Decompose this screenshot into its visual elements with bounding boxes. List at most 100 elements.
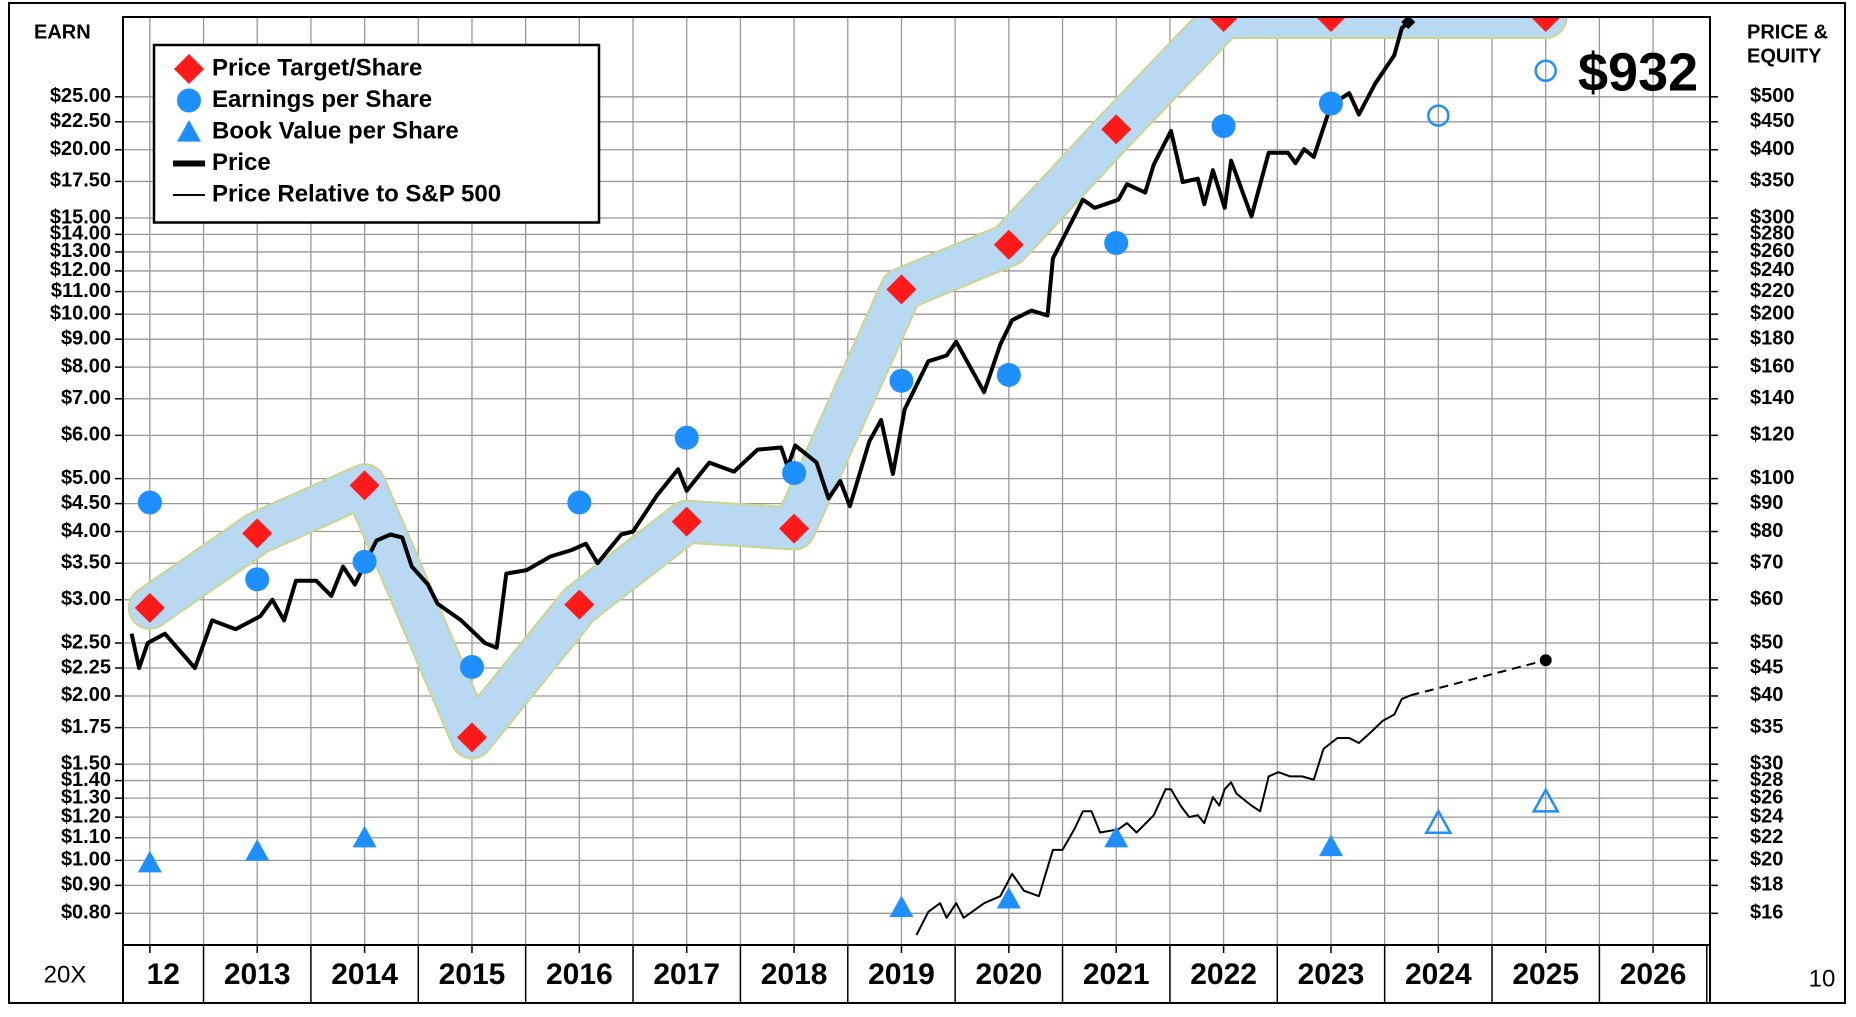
y-tick-label: $20.00 — [50, 138, 111, 160]
plot-border — [122, 16, 1711, 946]
legend-box — [152, 43, 601, 224]
y-tick-label: $1.30 — [61, 786, 111, 808]
diamond-marker — [886, 274, 917, 305]
x-tick-label: 2026 — [1620, 958, 1687, 991]
diamond-marker — [242, 518, 273, 549]
legend-swatch — [177, 120, 201, 142]
triangle-marker — [137, 850, 162, 873]
y2-tick-label: $30 — [1750, 752, 1783, 774]
x-tick-label: 2013 — [224, 958, 291, 991]
annotation: $932 — [1578, 42, 1698, 102]
y2-tick-label: $100 — [1750, 467, 1795, 489]
y2-tick-label: $140 — [1750, 387, 1795, 409]
circle-marker — [1211, 114, 1236, 139]
y2-tick-label: $24 — [1750, 805, 1784, 827]
projected-end-dot — [1539, 654, 1552, 667]
corner-label: 10 — [1809, 965, 1836, 992]
circle-marker — [674, 425, 699, 450]
y2-axis-label: EQUITY — [1747, 45, 1822, 67]
y2-tick-label: $16 — [1750, 902, 1783, 924]
legend-label: Price Relative to S&P 500 — [212, 180, 501, 207]
projected-circle — [1427, 104, 1450, 127]
projected-triangle — [1424, 808, 1453, 834]
x-tick-label: 2017 — [653, 958, 720, 991]
y2-tick-label: $400 — [1750, 138, 1795, 160]
y2-tick-label: $26 — [1750, 786, 1783, 808]
y-tick-label: $13.00 — [50, 240, 111, 262]
x-tick-label: 12 — [147, 958, 180, 991]
plot-area — [127, 17, 1568, 936]
y2-tick-label: $160 — [1750, 355, 1795, 377]
y-tick-label: $12.00 — [50, 259, 111, 281]
y2-tick-label: $260 — [1750, 240, 1795, 262]
triangle-marker — [1318, 834, 1343, 857]
price-end-marker — [1401, 17, 1416, 30]
axes: 12 2013 2014 2015 2016 2017 2018 2019 2020 2021 20… — [50, 85, 1795, 1003]
y2-tick-label: $300 — [1750, 206, 1795, 228]
y-tick-label: $1.00 — [61, 849, 111, 871]
circle-marker — [1318, 91, 1343, 116]
y2-tick-label: $350 — [1750, 170, 1795, 192]
y-tick-label: $9.00 — [61, 327, 111, 349]
legend: Price Target/Share Earnings per Share Book… — [152, 43, 601, 224]
y2-tick-label: $200 — [1750, 302, 1795, 324]
y-tick-label: $2.00 — [61, 684, 111, 706]
y2-tick-label: $45 — [1750, 656, 1783, 678]
x-tick-label: 2022 — [1190, 958, 1257, 991]
x-tick-label: 2023 — [1298, 958, 1365, 991]
y2-tick-label: $28 — [1750, 769, 1783, 791]
diamond-marker — [456, 722, 487, 753]
legend-label: Price Target/Share — [212, 54, 422, 81]
projected-line — [1410, 659, 1546, 697]
triangle-marker — [889, 895, 914, 918]
y2-tick-label: $80 — [1750, 520, 1783, 542]
circle-marker — [137, 490, 162, 515]
circle-marker — [567, 490, 592, 515]
x-tick-label: 2024 — [1405, 958, 1472, 991]
triangle-marker — [352, 825, 377, 848]
diamond-marker — [1315, 17, 1346, 32]
y2-tick-label: $220 — [1750, 280, 1795, 302]
y-tick-label: $1.50 — [61, 752, 111, 774]
y2-tick-label: $22 — [1750, 826, 1783, 848]
circle-marker — [352, 549, 377, 574]
y-tick-label: $1.10 — [61, 826, 111, 848]
y2-tick-label: $450 — [1750, 110, 1795, 132]
y-tick-label: $17.50 — [50, 170, 111, 192]
y-tick-label: $4.00 — [61, 520, 111, 542]
y-tick-label: $5.00 — [61, 467, 111, 489]
diamond-marker — [1101, 114, 1132, 145]
diamond-marker — [779, 513, 810, 544]
diamond-marker — [1208, 17, 1239, 32]
y2-tick-label: $50 — [1750, 631, 1783, 653]
y2-tick-label: $120 — [1750, 424, 1795, 446]
y2-tick-label: $60 — [1750, 588, 1783, 610]
y-tick-label: $22.50 — [50, 110, 111, 132]
triangle-marker — [1104, 825, 1129, 848]
circle-marker — [889, 368, 914, 393]
triangle-marker — [245, 839, 270, 861]
diamond-marker — [564, 589, 595, 620]
y-tick-label: $11.00 — [51, 280, 111, 302]
y2-tick-label: $20 — [1750, 849, 1783, 871]
y-tick-label: $7.00 — [61, 387, 111, 409]
diamond-marker — [671, 506, 702, 537]
y2-tick-label: $18 — [1750, 874, 1783, 896]
legend-swatch — [174, 54, 204, 84]
circle-marker — [782, 460, 807, 485]
x-tick-label: 2020 — [975, 958, 1042, 991]
x-tick-label: 2015 — [439, 958, 506, 991]
y2-tick-label: $180 — [1750, 327, 1795, 349]
y2-axis-label: PRICE & — [1747, 21, 1828, 43]
y2-tick-label: $40 — [1750, 684, 1783, 706]
y-tick-label: $0.80 — [61, 902, 111, 924]
y2-tick-label: $280 — [1750, 223, 1795, 245]
y-tick-label: $4.50 — [61, 492, 111, 514]
diamond-marker — [993, 229, 1024, 260]
triangle-marker — [996, 886, 1021, 909]
y-tick-label: $3.50 — [61, 551, 111, 573]
multiple-label: 20X — [44, 961, 87, 988]
projected-triangle — [1531, 787, 1560, 813]
y2-tick-label: $70 — [1750, 551, 1783, 573]
